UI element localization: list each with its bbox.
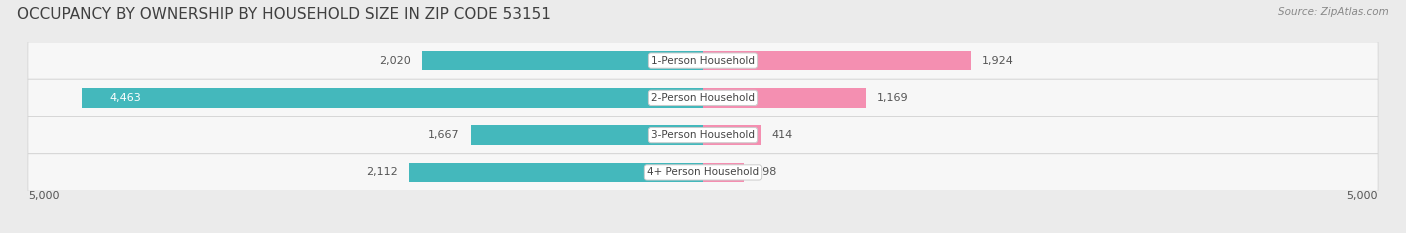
FancyBboxPatch shape [28, 154, 1378, 191]
Bar [703, 51, 970, 70]
Text: 3-Person Household: 3-Person Household [651, 130, 755, 140]
Bar [422, 51, 703, 70]
FancyBboxPatch shape [28, 42, 1378, 79]
Text: 2-Person Household: 2-Person Household [651, 93, 755, 103]
Text: 4,463: 4,463 [110, 93, 142, 103]
Text: Source: ZipAtlas.com: Source: ZipAtlas.com [1278, 7, 1389, 17]
FancyBboxPatch shape [28, 116, 1378, 154]
Text: 5,000: 5,000 [28, 191, 59, 201]
Text: 414: 414 [772, 130, 793, 140]
Text: 4+ Person Household: 4+ Person Household [647, 168, 759, 177]
Bar [703, 163, 745, 182]
Text: 5,000: 5,000 [1347, 191, 1378, 201]
Text: 2,112: 2,112 [366, 168, 398, 177]
Text: 2,020: 2,020 [380, 56, 411, 65]
Text: 1,924: 1,924 [981, 56, 1014, 65]
Text: 1-Person Household: 1-Person Household [651, 56, 755, 65]
Bar [703, 125, 761, 145]
FancyBboxPatch shape [28, 79, 1378, 116]
Text: 1,667: 1,667 [429, 130, 460, 140]
Bar [82, 88, 703, 108]
Text: 1,169: 1,169 [877, 93, 908, 103]
Text: OCCUPANCY BY OWNERSHIP BY HOUSEHOLD SIZE IN ZIP CODE 53151: OCCUPANCY BY OWNERSHIP BY HOUSEHOLD SIZE… [17, 7, 551, 22]
Bar [703, 88, 866, 108]
Bar [409, 163, 703, 182]
Bar [471, 125, 703, 145]
Text: 298: 298 [755, 168, 778, 177]
